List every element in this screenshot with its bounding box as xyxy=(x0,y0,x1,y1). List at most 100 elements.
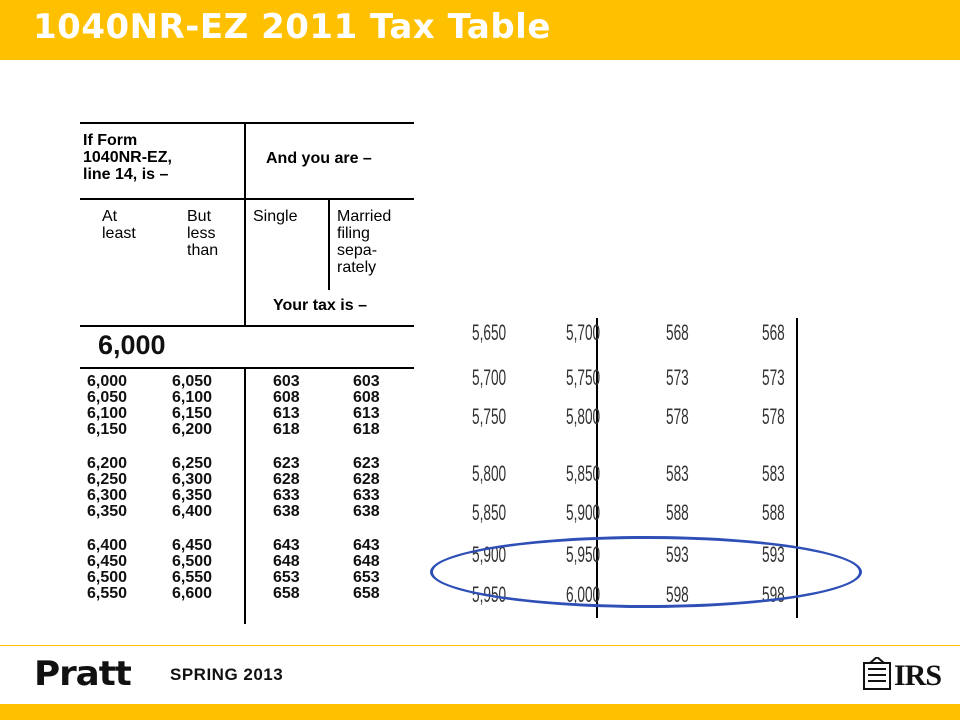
zoom-cell-but-less-than: 5,800 xyxy=(566,404,601,429)
cell-single-tax: 648 xyxy=(273,553,300,570)
cell-married-separate-tax: 653 xyxy=(353,569,380,586)
cell-but-less-than: 6,400 xyxy=(172,503,213,520)
tax-table-6000: If Form 1040NR-EZ, line 14, is – And you… xyxy=(80,122,414,624)
cell-single-tax: 618 xyxy=(273,421,300,438)
col-at-least: At least xyxy=(102,208,136,242)
cell-at-least: 6,000 xyxy=(87,373,128,390)
cell-married-separate-tax: 608 xyxy=(353,389,380,406)
cell-but-less-than: 6,350 xyxy=(172,487,213,504)
cell-at-least: 6,100 xyxy=(87,405,128,422)
zoom-cell-at-least: 5,650 xyxy=(472,320,507,345)
cell-single-tax: 633 xyxy=(273,487,300,504)
pratt-logo: Pratt xyxy=(34,654,132,694)
cell-married-separate-tax: 638 xyxy=(353,503,380,520)
cell-married-separate-tax: 603 xyxy=(353,373,380,390)
zoom-cell-single-tax: 568 xyxy=(666,320,689,345)
table-row: 6,300 6,350 633 633 xyxy=(80,488,414,504)
zoom-cell-single-tax: 578 xyxy=(666,404,689,429)
cell-single-tax: 653 xyxy=(273,569,300,586)
zoom-cell-but-less-than: 5,750 xyxy=(566,365,601,390)
zoom-cell-at-least: 5,700 xyxy=(472,365,507,390)
cell-at-least: 6,400 xyxy=(87,537,128,554)
zoom-cell-single-tax: 588 xyxy=(666,500,689,525)
zoom-row: 5,800 5,850 583 583 xyxy=(470,459,800,489)
footer-rule xyxy=(0,645,960,646)
cell-single-tax: 613 xyxy=(273,405,300,422)
cell-single-tax: 603 xyxy=(273,373,300,390)
table-row: 6,050 6,100 608 608 xyxy=(80,390,414,406)
footer-season: SPRING 2013 xyxy=(170,665,284,684)
cell-married-separate-tax: 633 xyxy=(353,487,380,504)
table-row: 6,250 6,300 628 628 xyxy=(80,472,414,488)
status-divider xyxy=(328,200,330,290)
table-row: 6,350 6,400 638 638 xyxy=(80,504,414,520)
bottom-bar xyxy=(0,704,960,720)
zoom-cell-married-separate-tax: 568 xyxy=(762,320,785,345)
cell-but-less-than: 6,550 xyxy=(172,569,213,586)
zoom-row: 5,650 5,700 568 568 xyxy=(470,318,800,348)
title-bar xyxy=(0,0,960,60)
cell-single-tax: 643 xyxy=(273,537,300,554)
table-row: 6,200 6,250 623 623 xyxy=(80,456,414,472)
zoom-cell-but-less-than: 5,900 xyxy=(566,500,601,525)
irs-text: IRS xyxy=(894,659,942,692)
cell-single-tax: 608 xyxy=(273,389,300,406)
header-rule xyxy=(80,198,414,200)
cell-married-separate-tax: 618 xyxy=(353,421,380,438)
zoom-row: 5,700 5,750 573 573 xyxy=(470,363,800,393)
zoom-cell-single-tax: 573 xyxy=(666,365,689,390)
cell-but-less-than: 6,300 xyxy=(172,471,213,488)
cell-married-separate-tax: 628 xyxy=(353,471,380,488)
cell-at-least: 6,300 xyxy=(87,487,128,504)
table-row: 6,000 6,050 603 603 xyxy=(80,374,414,390)
body-divider xyxy=(244,367,246,624)
cell-single-tax: 628 xyxy=(273,471,300,488)
cell-married-separate-tax: 643 xyxy=(353,537,380,554)
subheader-rule xyxy=(80,325,414,327)
band-rule xyxy=(80,367,414,369)
header-and-you-are: And you are – xyxy=(266,150,372,167)
cell-married-separate-tax: 658 xyxy=(353,585,380,602)
cell-at-least: 6,550 xyxy=(87,585,128,602)
highlight-ellipse xyxy=(430,536,862,608)
cell-at-least: 6,350 xyxy=(87,503,128,520)
cell-but-less-than: 6,500 xyxy=(172,553,213,570)
table-row: 6,450 6,500 648 648 xyxy=(80,554,414,570)
cell-but-less-than: 6,100 xyxy=(172,389,213,406)
table-row: 6,100 6,150 613 613 xyxy=(80,406,414,422)
zoom-cell-but-less-than: 5,850 xyxy=(566,461,601,486)
irs-logo: IRS xyxy=(862,655,942,697)
zoom-cell-married-separate-tax: 573 xyxy=(762,365,785,390)
zoom-cell-married-separate-tax: 583 xyxy=(762,461,785,486)
your-tax-is: Your tax is – xyxy=(273,297,367,314)
zoom-cell-at-least: 5,800 xyxy=(472,461,507,486)
irs-eagle-icon xyxy=(863,655,891,690)
zoom-right-border xyxy=(796,318,798,618)
cell-at-least: 6,450 xyxy=(87,553,128,570)
cell-single-tax: 638 xyxy=(273,503,300,520)
cell-at-least: 6,200 xyxy=(87,455,128,472)
slide-title: 1040NR-EZ 2011 Tax Table xyxy=(33,7,551,47)
zoom-divider-income xyxy=(596,318,598,618)
cell-married-separate-tax: 648 xyxy=(353,553,380,570)
table-row: 6,400 6,450 643 643 xyxy=(80,538,414,554)
col-married-separately: Married filing sepa- rately xyxy=(337,208,392,276)
zoom-row: 5,850 5,900 588 588 xyxy=(470,498,800,528)
cell-but-less-than: 6,450 xyxy=(172,537,213,554)
cell-at-least: 6,500 xyxy=(87,569,128,586)
zoom-cell-at-least: 5,750 xyxy=(472,404,507,429)
zoom-cell-but-less-than: 5,700 xyxy=(566,320,601,345)
cell-at-least: 6,150 xyxy=(87,421,128,438)
income-band: 6,000 xyxy=(98,330,166,360)
zoom-cell-married-separate-tax: 588 xyxy=(762,500,785,525)
table-row: 6,150 6,200 618 618 xyxy=(80,422,414,438)
table-row: 6,500 6,550 653 653 xyxy=(80,570,414,586)
table-row: 6,550 6,600 658 658 xyxy=(80,586,414,602)
cell-but-less-than: 6,050 xyxy=(172,373,213,390)
table-top-border xyxy=(80,122,414,124)
cell-but-less-than: 6,250 xyxy=(172,455,213,472)
cell-married-separate-tax: 623 xyxy=(353,455,380,472)
header-divider xyxy=(244,122,246,327)
cell-but-less-than: 6,150 xyxy=(172,405,213,422)
zoom-cell-at-least: 5,850 xyxy=(472,500,507,525)
